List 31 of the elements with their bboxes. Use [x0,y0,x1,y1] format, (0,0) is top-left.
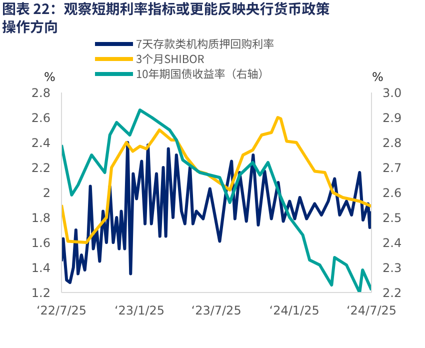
x-tick-label: ‘24/7/25 [346,304,397,318]
y2-tick-label: 2.8 [382,136,402,150]
legend-label: 7天存款类机构质押回购利率 [136,36,274,52]
legend-label: 3个月SHIBOR [136,50,204,66]
y-tick-label: 2.6 [31,111,51,125]
y-tick-label: 2.2 [31,161,51,175]
y-tick-label: 2 [42,186,51,200]
y2-tick-label: 2.4 [382,236,402,250]
y-tick-label: 1.4 [31,261,51,275]
line-series [62,141,372,284]
chart-title: 图表 22：观察短期利率指标或更能反映央行货币政策操作方向 [2,0,331,37]
y-tick-label: 1.6 [31,236,51,250]
y2-tick-label: 2.7 [382,161,402,175]
x-tick-label: ‘23/7/25 [191,304,242,318]
x-tick-label: ‘22/7/25 [36,304,87,318]
line-series [62,116,372,244]
y2-tick-label: 2.6 [382,186,402,200]
x-tick-label: ‘23/1/25 [114,304,165,318]
y-tick-label: 2.8 [31,86,51,100]
y2-axis-title: % [372,70,384,84]
y-tick-label: 1.2 [31,286,51,300]
legend-label: 10年期国债收益率（右轴） [136,66,270,82]
y2-tick-label: 2.2 [382,286,402,300]
y2-tick-label: 2.9 [382,111,402,125]
x-tick-label: ‘24/1/25 [269,304,320,318]
y2-tick-label: 2.3 [382,261,402,275]
y-tick-label: 1.8 [31,211,51,225]
y2-tick-label: 2.5 [382,211,402,225]
y-axis-title: % [44,70,56,84]
y2-tick-label: 3.0 [382,86,402,100]
y-tick-label: 2.4 [31,136,51,150]
